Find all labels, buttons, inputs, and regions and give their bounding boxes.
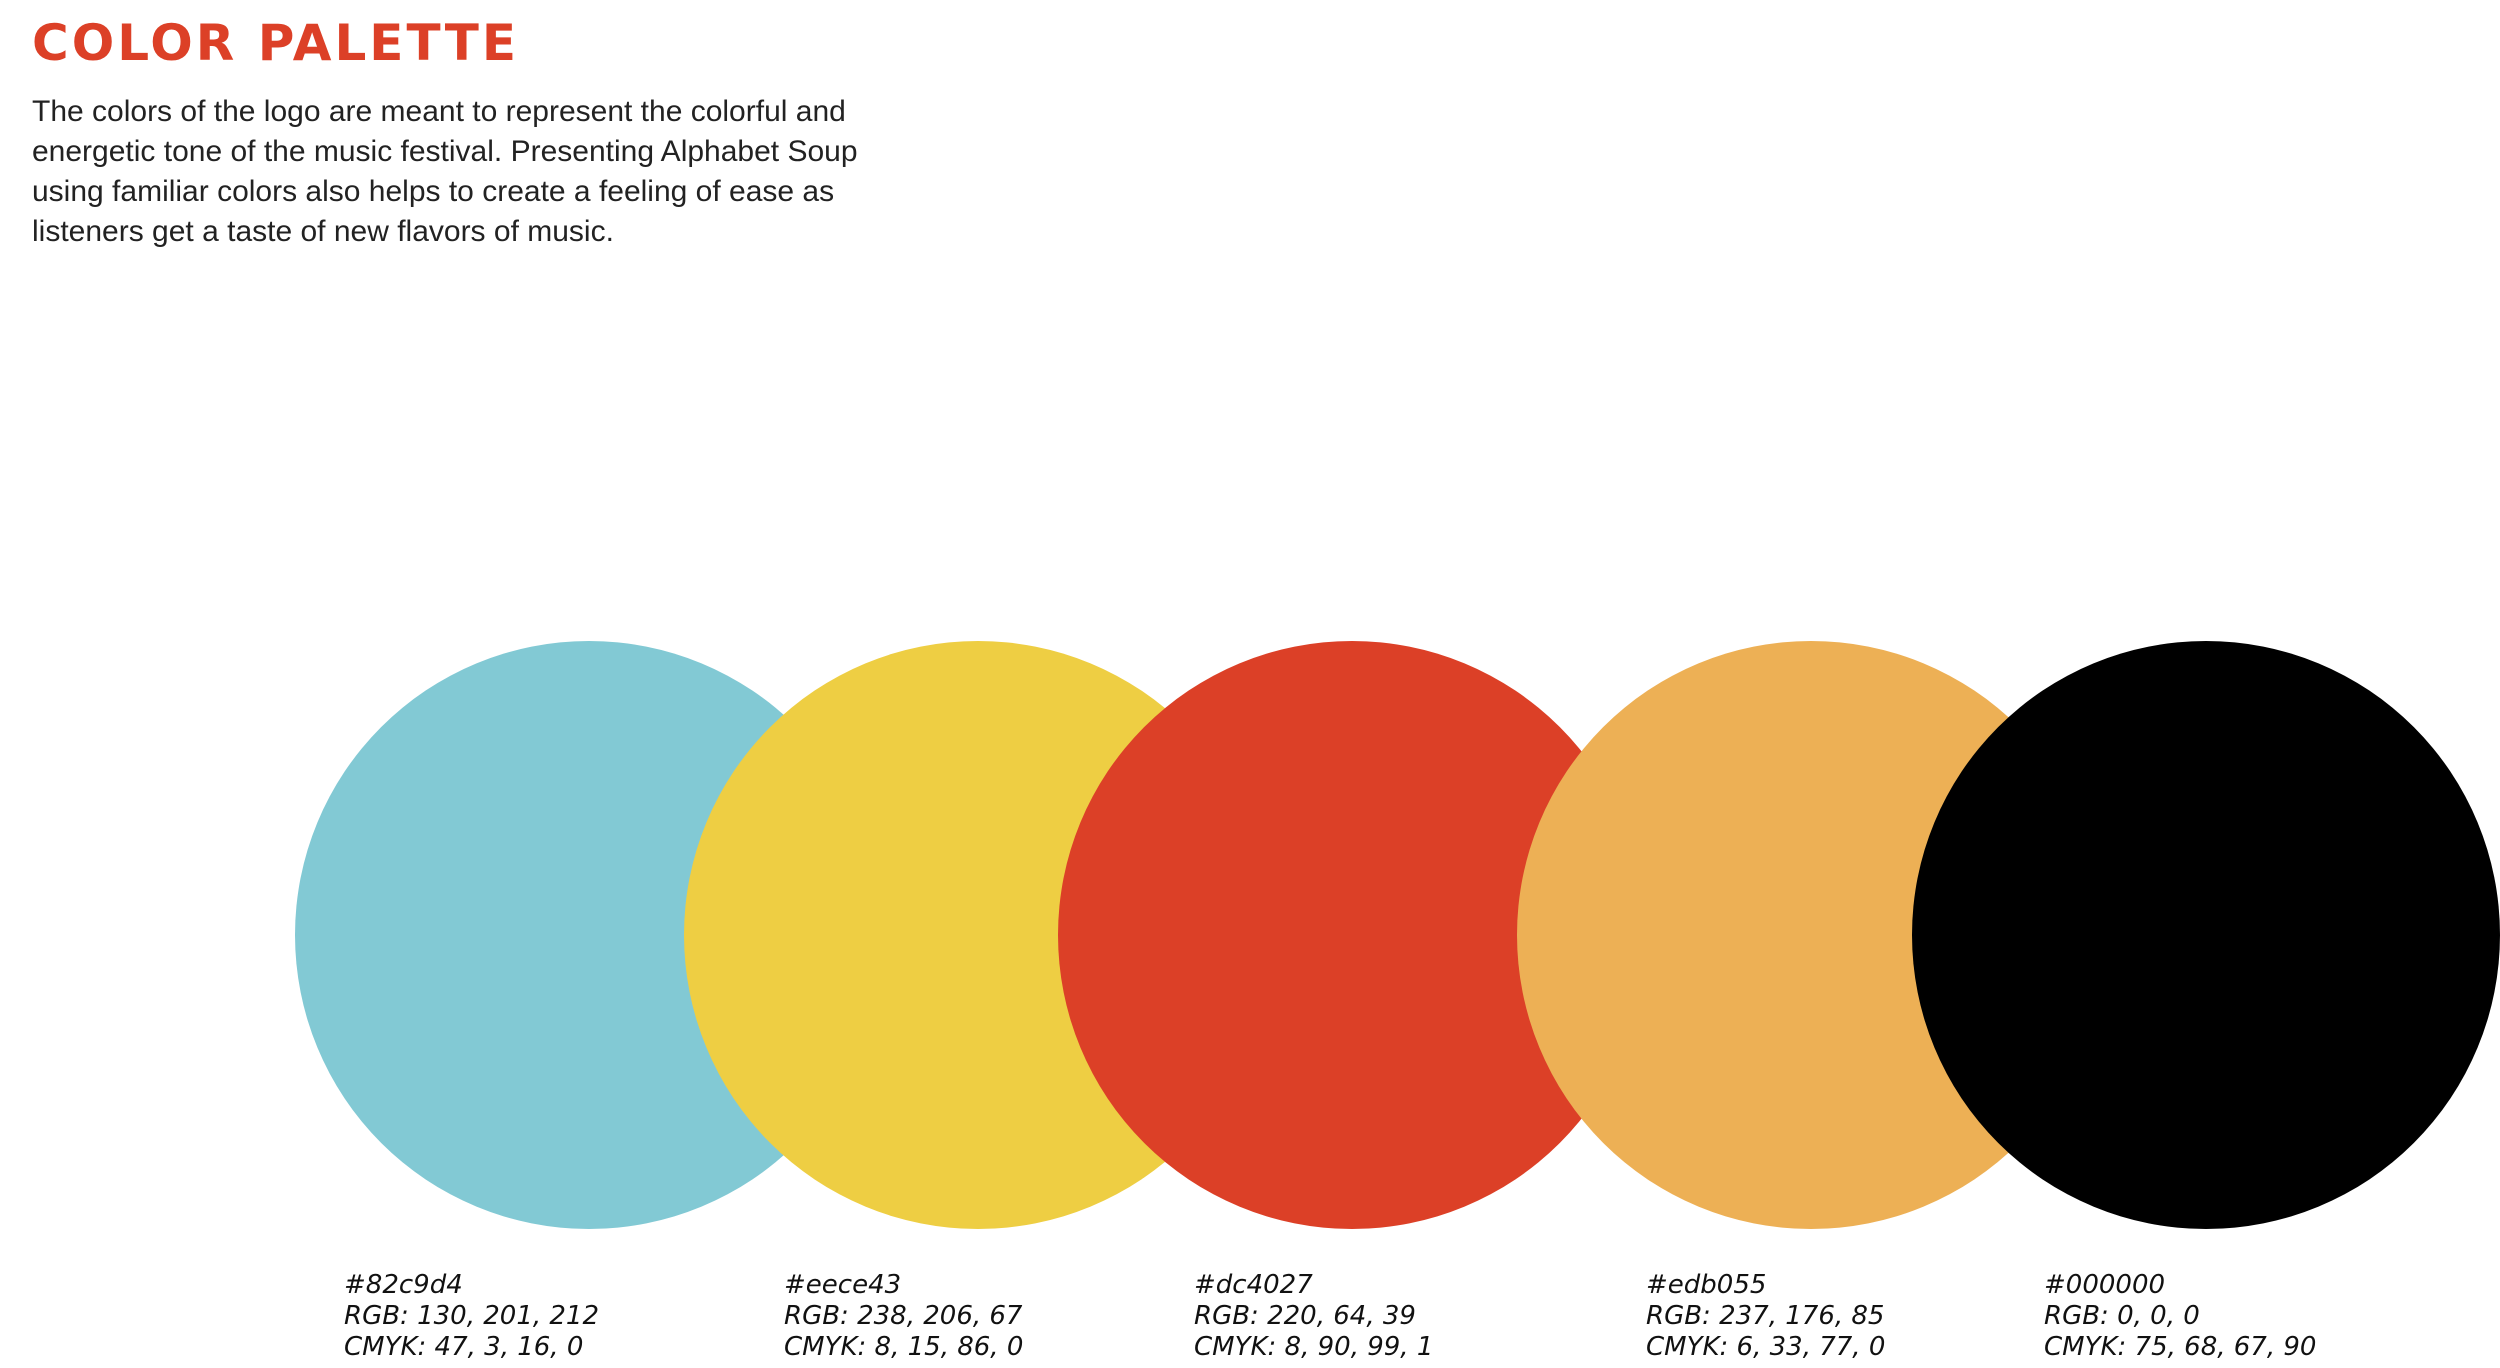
swatch-rgb: RGB: 237, 176, 85 bbox=[1646, 1301, 1885, 1331]
swatch-hex: #82c9d4 bbox=[344, 1270, 463, 1300]
palette-description: The colors of the logo are meant to repr… bbox=[32, 95, 858, 248]
swatch-rgb: RGB: 0, 0, 0 bbox=[2044, 1301, 2200, 1331]
swatch-info-black: #000000 RGB: 0, 0, 0 CMYK: 75, 68, 67, 9… bbox=[2044, 1270, 2316, 1363]
swatch-rgb: RGB: 238, 206, 67 bbox=[784, 1301, 1023, 1331]
swatch-hex: #eece43 bbox=[784, 1270, 902, 1300]
page-title: COLOR PALETTE bbox=[32, 14, 519, 72]
swatch-hex: #edb055 bbox=[1646, 1270, 1767, 1300]
swatch-info-yellow: #eece43 RGB: 238, 206, 67 CMYK: 8, 15, 8… bbox=[784, 1270, 1023, 1363]
swatch-cmyk: CMYK: 6, 33, 77, 0 bbox=[1646, 1332, 1886, 1362]
swatch-cmyk: CMYK: 8, 90, 99, 1 bbox=[1194, 1332, 1434, 1362]
swatch-circle-black bbox=[1912, 641, 2500, 1229]
swatch-info-orange: #edb055 RGB: 237, 176, 85 CMYK: 6, 33, 7… bbox=[1646, 1270, 1885, 1363]
swatch-cmyk: CMYK: 8, 15, 86, 0 bbox=[784, 1332, 1024, 1362]
swatch-cmyk: CMYK: 75, 68, 67, 90 bbox=[2044, 1332, 2317, 1362]
swatch-info-blue: #82c9d4 RGB: 130, 201, 212 CMYK: 47, 3, … bbox=[344, 1270, 599, 1363]
swatch-rgb: RGB: 130, 201, 212 bbox=[344, 1301, 600, 1331]
swatch-rgb: RGB: 220, 64, 39 bbox=[1194, 1301, 1416, 1331]
swatch-hex: #000000 bbox=[2044, 1270, 2166, 1300]
swatch-cmyk: CMYK: 47, 3, 16, 0 bbox=[344, 1332, 584, 1362]
swatch-info-red: #dc4027 RGB: 220, 64, 39 CMYK: 8, 90, 99… bbox=[1194, 1270, 1433, 1363]
swatch-hex: #dc4027 bbox=[1194, 1270, 1313, 1300]
